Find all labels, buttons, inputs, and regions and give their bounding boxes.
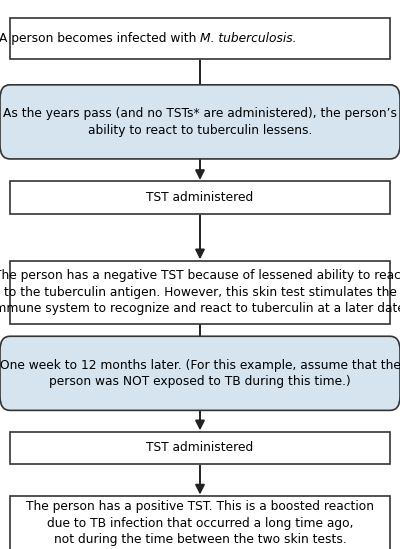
- FancyBboxPatch shape: [10, 18, 390, 59]
- FancyBboxPatch shape: [10, 432, 390, 464]
- Text: As the years pass (and no TSTs* are administered), the person’s: As the years pass (and no TSTs* are admi…: [3, 107, 397, 120]
- FancyBboxPatch shape: [0, 336, 400, 411]
- Text: ability to react to tuberculin lessens.: ability to react to tuberculin lessens.: [88, 124, 312, 137]
- Text: M. tuberculosis.: M. tuberculosis.: [200, 32, 296, 45]
- Text: The person has a positive TST. This is a boosted reaction: The person has a positive TST. This is a…: [26, 500, 374, 513]
- Text: to the tuberculin antigen. However, this skin test stimulates the: to the tuberculin antigen. However, this…: [4, 285, 396, 299]
- Text: person was NOT exposed to TB during this time.): person was NOT exposed to TB during this…: [49, 375, 351, 388]
- Text: immune system to recognize and react to tuberculin at a later date.: immune system to recognize and react to …: [0, 302, 400, 315]
- FancyBboxPatch shape: [10, 260, 390, 323]
- Text: not during the time between the two skin tests.: not during the time between the two skin…: [54, 533, 346, 546]
- Text: TST administered: TST administered: [146, 441, 254, 455]
- Text: due to TB infection that occurred a long time ago,: due to TB infection that occurred a long…: [47, 517, 353, 530]
- Text: One week to 12 months later. (For this example, assume that the: One week to 12 months later. (For this e…: [0, 358, 400, 372]
- Text: The person has a negative TST because of lessened ability to react: The person has a negative TST because of…: [0, 269, 400, 282]
- FancyBboxPatch shape: [10, 181, 390, 214]
- Text: TST administered: TST administered: [146, 191, 254, 204]
- FancyBboxPatch shape: [10, 496, 390, 549]
- FancyBboxPatch shape: [0, 85, 400, 159]
- Text: A person becomes infected with: A person becomes infected with: [0, 32, 200, 45]
